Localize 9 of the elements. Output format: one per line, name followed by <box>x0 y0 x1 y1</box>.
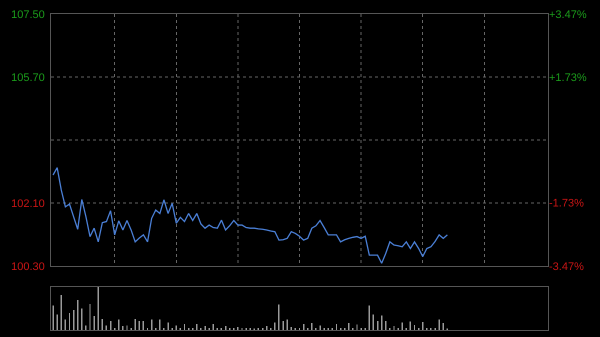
y2-tick-label: -1.73% <box>549 198 584 210</box>
y2-tick-label: +1.73% <box>549 72 587 84</box>
y-tick-label: 107.50 <box>11 8 45 21</box>
y2-tick-label: +3.47% <box>549 8 587 21</box>
y2-tick-label: -3.47% <box>549 260 584 273</box>
y-tick-label: 100.30 <box>11 260 45 273</box>
y-tick-label: 105.70 <box>11 72 45 84</box>
y-tick-label: 102.10 <box>11 198 45 210</box>
line-series <box>52 167 448 264</box>
